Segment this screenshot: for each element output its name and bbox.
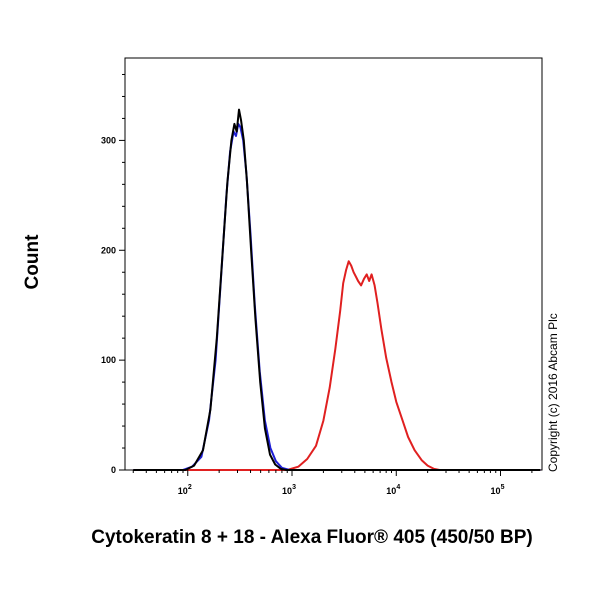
y-tick-label: 0 [111,465,116,475]
series-line-3 [133,108,541,471]
axes [124,57,543,471]
x-axis-title: Cytokeratin 8 + 18 - Alexa Fluor® 405 (4… [91,527,533,548]
y-axis-title: Count [22,234,43,290]
y-tick-label: 200 [101,245,116,255]
series-layer [133,108,541,471]
x-tick-label: 104 [386,484,400,496]
plot-frame [124,57,543,471]
series-line-2 [133,122,541,471]
ticks: 0 100 200 300 102 103 104 105 [101,73,533,496]
copyright-annotation: Copyright (c) 2016 Abcam Plc [546,313,560,472]
y-tick-label: 300 [101,135,116,145]
y-tick-label: 100 [101,355,116,365]
x-tick-label: 102 [178,484,192,496]
x-tick-label: 105 [491,484,505,496]
x-tick-label: 103 [282,484,296,496]
series-line-1 [133,260,541,471]
